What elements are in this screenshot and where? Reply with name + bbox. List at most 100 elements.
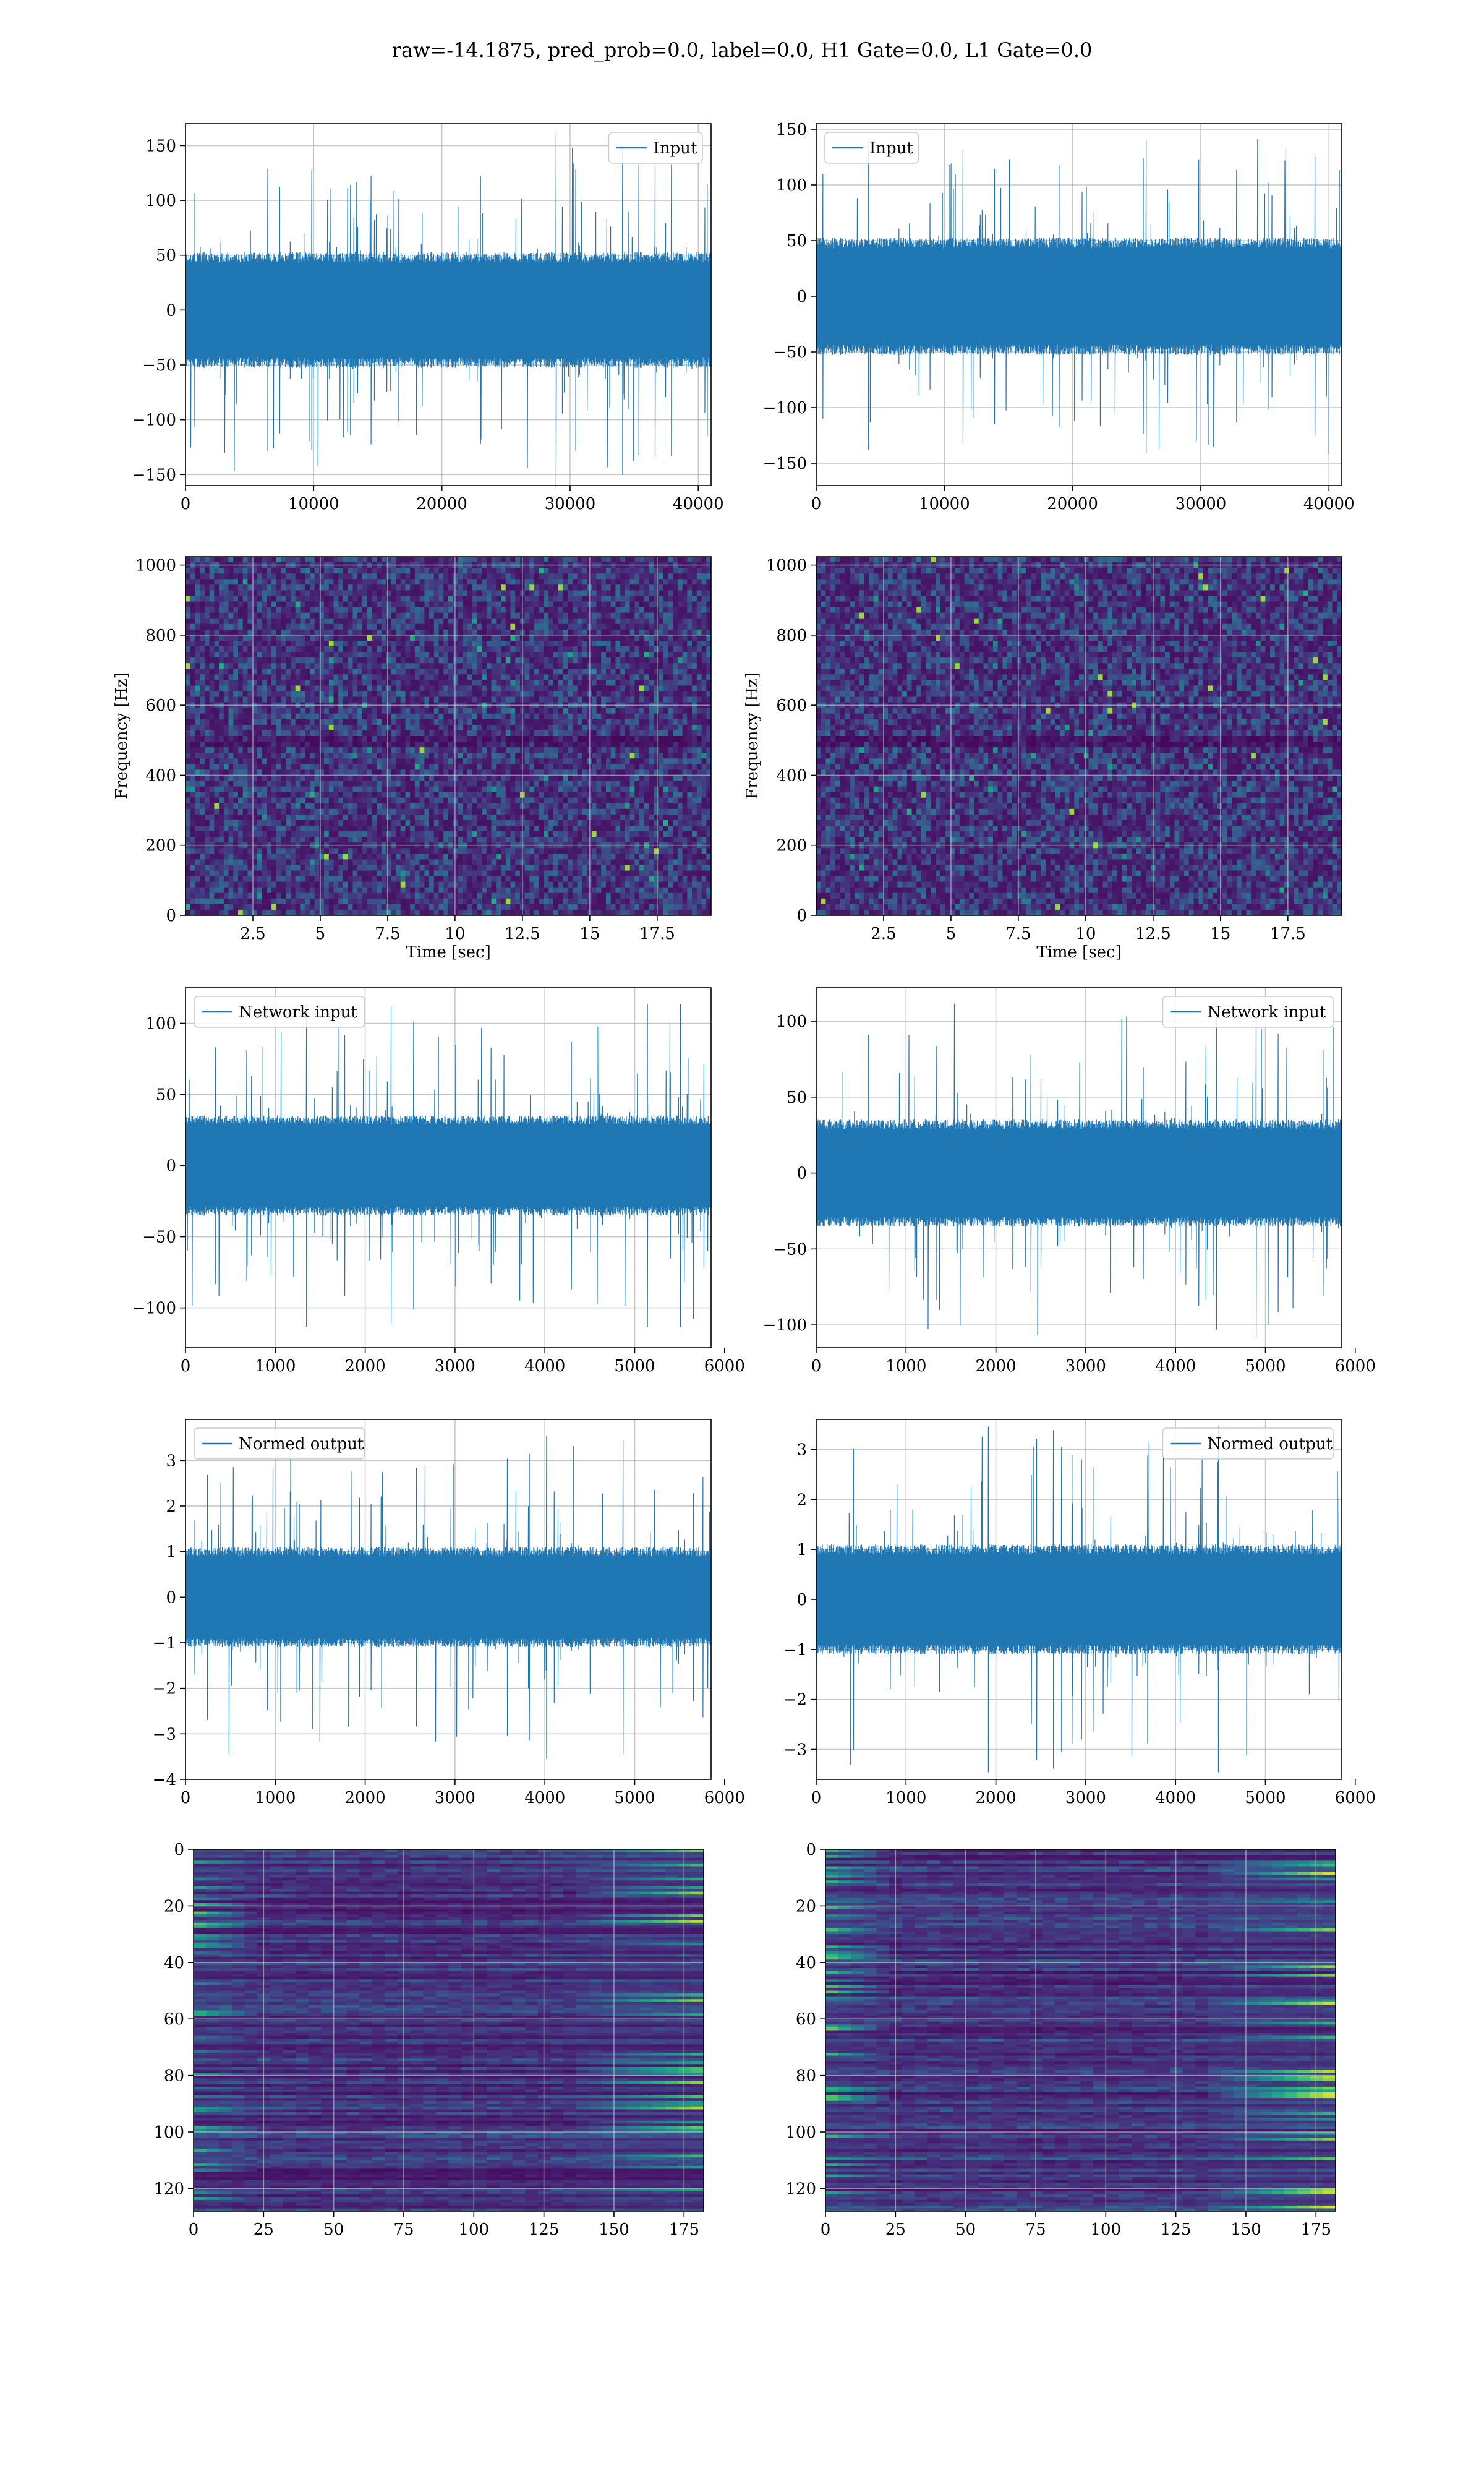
feature-map-left-xtick-label: 75 [393,2220,414,2239]
spectrogram-left-xtick-label: 15 [579,925,600,943]
feature-map-right-ytick-label: 40 [796,1954,816,1972]
spectrogram-left-ytick-label: 600 [145,696,176,715]
feature-map-right-ytick-label: 120 [785,2180,816,2198]
normed-output-right-legend-label: Normed output [1208,1435,1333,1453]
network-input-right-ytick-label: 0 [796,1165,807,1183]
normed-output-right-ytick-label: −2 [783,1691,807,1710]
spectrogram-right-ytick-label: 800 [776,627,807,645]
normed-output-left-xtick-label: 6000 [704,1789,745,1807]
network-input-left-xtick-label: 1000 [255,1357,296,1376]
spectrogram-left-xtick-label: 7.5 [375,925,400,943]
input-left-ytick-label: 150 [145,137,176,155]
input-right-xtick-label: 40000 [1303,495,1355,513]
spectrogram-right-panel: 2.5 5 7.5 10 12.5 15 17.5 0 200 400 600 800 1000 Time… [743,556,1342,962]
network-input-right-panel: 0 1000 2000 3000 4000 5000 6000 −100 −50 0 50 100 Ne… [763,987,1376,1376]
feature-map-right-xtick-label: 100 [1090,2220,1121,2239]
feature-map-left-frame [193,1849,704,2212]
input-right-xtick-label: 30000 [1175,495,1227,513]
input-right-xtick-label: 20000 [1047,495,1098,513]
input-left-legend: Input [608,132,703,164]
network-input-left-axes: 0 1000 2000 3000 4000 5000 6000 −100 −50 0 50 100 [132,1015,745,1376]
normed-output-right-xtick-label: 3000 [1065,1789,1106,1807]
network-input-left-xtick-label: 3000 [435,1357,475,1376]
spectrogram-left-xtick-label: 17.5 [639,925,675,943]
feature-map-left-ytick-label: 120 [153,2180,184,2198]
feature-map-left-ytick-label: 100 [153,2123,184,2142]
normed-output-left-ytick-label: 3 [166,1452,176,1470]
normed-output-left-xtick-label: 3000 [435,1789,475,1807]
network-input-right-ytick-label: 50 [787,1089,807,1107]
input-right-ytick-label: −50 [773,343,807,362]
input-right-frame [816,123,1342,486]
spectrogram-left-xlabel: Time [sec] [406,943,491,962]
feature-map-right-xtick-label: 25 [885,2220,906,2239]
normed-output-right-xtick-label: 6000 [1335,1789,1376,1807]
normed-output-right-ytick-label: −3 [783,1741,807,1760]
normed-output-left-legend: Normed output [194,1427,365,1460]
normed-output-right-xtick-label: 5000 [1245,1789,1286,1807]
input-left-ytick-label: 0 [166,301,176,320]
input-right-xtick-label: 0 [811,495,822,513]
feature-map-left-xtick-label: 50 [323,2220,344,2239]
network-input-left-panel: 0 1000 2000 3000 4000 5000 6000 −100 −50 0 50 100 Ne… [132,987,745,1376]
network-input-left-legend-label: Network input [239,1003,357,1022]
network-input-left-ytick-label: −100 [132,1299,176,1318]
spectrogram-left-panel: 2.5 5 7.5 10 12.5 15 17.5 0 200 400 600 800 1000 Time… [113,556,712,962]
input-left-xtick-label: 0 [181,495,191,513]
feature-map-right-axes: 0 25 50 75 100 125 150 175 0 20 40 60 80 100 120 [785,1841,1331,2239]
network-input-right-series-line [816,1003,1342,1338]
network-input-right-ytick-label: 100 [776,1012,807,1031]
panels: 0 10000 20000 30000 40000−150−100−5005010015… [113,121,1376,2239]
feature-map-left-xtick-label: 0 [189,2220,199,2239]
normed-output-right-ytick-label: 3 [796,1441,807,1460]
network-input-left-frame [185,987,712,1348]
spectrogram-right-xtick-label: 17.5 [1270,925,1306,943]
spectrogram-right-xtick-label: 5 [946,925,957,943]
input-left-ytick-label: −150 [132,466,176,484]
feature-map-right-ytick-label: 100 [785,2123,816,2142]
feature-map-right-ytick-label: 0 [806,1841,816,1859]
normed-output-left-xtick-label: 4000 [524,1789,565,1807]
feature-map-right-xtick-label: 50 [955,2220,976,2239]
normed-output-left-ytick-label: 1 [166,1543,176,1562]
input-left-legend-label: Input [654,139,697,158]
feature-map-left-xtick-label: 25 [254,2220,274,2239]
spectrogram-right-xtick-label: 15 [1210,925,1230,943]
spectrogram-left-xtick-label: 2.5 [240,925,265,943]
normed-output-right-xtick-label: 4000 [1155,1789,1196,1807]
input-left-xtick-label: 20000 [416,495,467,513]
feature-map-right-panel: 0 25 50 75 100 125 150 175 0 20 40 60 80 100 120 [785,1841,1336,2239]
input-right-legend: Input [824,132,919,164]
feature-map-left-ytick-label: 20 [164,1897,184,1915]
spectrogram-left-ytick-label: 0 [166,907,176,925]
feature-map-right-frame [825,1849,1336,2212]
network-input-right-axes: 0 1000 2000 3000 4000 5000 6000 −100 −50 0 50 100 [763,1012,1376,1376]
normed-output-left-series-line [185,1436,712,1759]
normed-output-left-frame [185,1419,712,1780]
network-input-right-legend-label: Network input [1208,1003,1326,1022]
feature-map-left-xtick-label: 125 [529,2220,560,2239]
spectrogram-right-ytick-label: 0 [796,907,807,925]
input-right-ytick-label: 50 [787,232,807,250]
normed-output-right-axes: 0 1000 2000 3000 4000 5000 6000 −3 −2 −1 0 1 2 3 [783,1441,1376,1808]
network-input-right-xtick-label: 2000 [976,1357,1017,1376]
spectrogram-right-ytick-label: 400 [776,766,807,785]
normed-output-left-ytick-label: 2 [166,1497,176,1516]
normed-output-right-xtick-label: 0 [811,1789,822,1807]
feature-map-right-image [825,1849,1336,2211]
input-left-xtick-label: 40000 [673,495,724,513]
feature-map-right-xtick-label: 75 [1025,2220,1046,2239]
figure-title: raw=-14.1875, pred_prob=0.0, label=0.0, … [392,38,1093,62]
network-input-left-legend: Network input [194,996,365,1028]
normed-output-left-xtick-label: 2000 [345,1789,386,1807]
normed-output-right-xtick-label: 2000 [976,1789,1017,1807]
spectrogram-right-ylabel: Frequency [Hz] [743,672,762,800]
input-right-ytick-label: −150 [763,455,807,473]
normed-output-left-ytick-label: −3 [153,1725,176,1744]
network-input-right-xtick-label: 1000 [885,1357,926,1376]
input-right-panel: 0 10000 20000 30000 40000 −150 −100 −50 0 50 100 15… [763,121,1355,513]
feature-map-right-xtick-label: 0 [821,2220,831,2239]
normed-output-right-panel: 0 1000 2000 3000 4000 5000 6000 −3 −2 −1 0 1 2 3 Norme… [783,1419,1376,1807]
feature-map-right-xtick-label: 175 [1300,2220,1331,2239]
normed-output-left-xtick-label: 1000 [255,1789,296,1807]
